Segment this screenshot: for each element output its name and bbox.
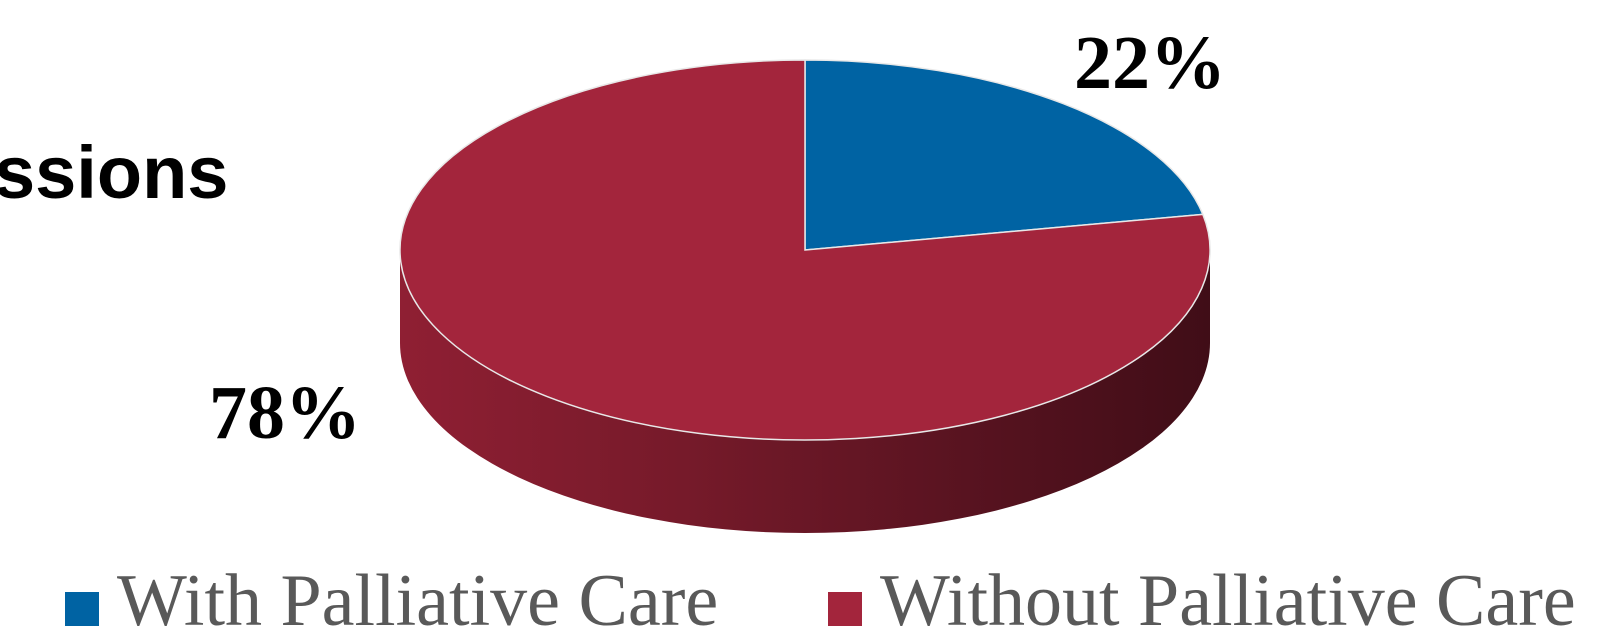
chart-title-fragment: ssions <box>0 131 228 214</box>
legend-label-without-palliative-care: Without Palliative Care <box>880 560 1576 642</box>
slice-label-with-palliative-care: 22% <box>1074 21 1226 105</box>
legend-item-with-palliative-care: With Palliative Care <box>65 560 718 642</box>
pie-side-surface <box>400 250 1210 533</box>
legend-swatch-with-palliative-care <box>65 592 99 626</box>
pie-slice-without-palliative-care <box>399 59 1211 441</box>
legend: With Palliative Care Without Palliative … <box>65 560 1576 642</box>
legend-item-without-palliative-care: Without Palliative Care <box>828 560 1576 642</box>
slice-label-without-palliative-care: 78% <box>209 371 361 455</box>
pie-side-wall <box>400 250 1210 533</box>
pie-slice-with-palliative-care <box>804 59 1204 251</box>
pie-top-face <box>399 59 1211 441</box>
legend-swatch-without-palliative-care <box>828 592 862 626</box>
legend-label-with-palliative-care: With Palliative Care <box>117 560 718 642</box>
